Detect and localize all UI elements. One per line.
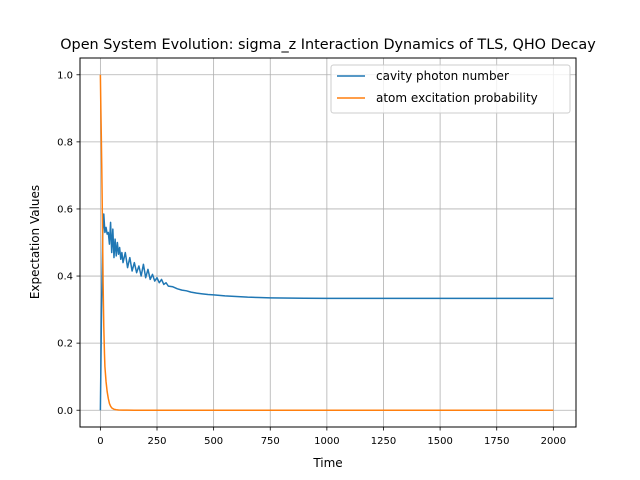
legend: cavity photon number atom excitation prob… <box>330 64 571 114</box>
x-tick-label: 1500 <box>427 436 452 447</box>
axis-ticks: 0 250 500 750 1000 1250 1500 1750 2000 0.0 0.2 0.4 0… <box>57 70 566 447</box>
y-tick-label: 1.0 <box>57 70 73 81</box>
y-tick-label: 0.2 <box>57 339 73 350</box>
y-tick-label: 0.8 <box>57 137 73 148</box>
x-tick-label: 1000 <box>314 436 339 447</box>
x-tick-label: 1250 <box>371 436 396 447</box>
series-line-1 <box>99 74 554 411</box>
y-tick-label: 0.4 <box>57 272 73 283</box>
x-tick-label: 250 <box>147 436 166 447</box>
plot-frame <box>79 57 577 428</box>
y-tick-label: 0.0 <box>57 406 73 417</box>
chart-title: Open System Evolution: sigma_z Interacti… <box>60 37 596 53</box>
series-lines <box>99 74 554 411</box>
x-tick-label: 750 <box>261 436 280 447</box>
series-line-0 <box>99 213 554 411</box>
x-tick-label: 500 <box>204 436 223 447</box>
legend-label-1: atom excitation probability <box>376 91 538 105</box>
legend-label-0: cavity photon number <box>376 69 509 83</box>
legend-box <box>330 64 571 114</box>
y-tick-label: 0.6 <box>57 205 73 216</box>
y-axis-label: Expectation Values <box>28 185 42 299</box>
x-tick-label: 2000 <box>541 436 566 447</box>
x-tick-label: 0 <box>97 436 103 447</box>
x-axis-label: Time <box>312 456 342 470</box>
x-tick-label: 1750 <box>484 436 509 447</box>
